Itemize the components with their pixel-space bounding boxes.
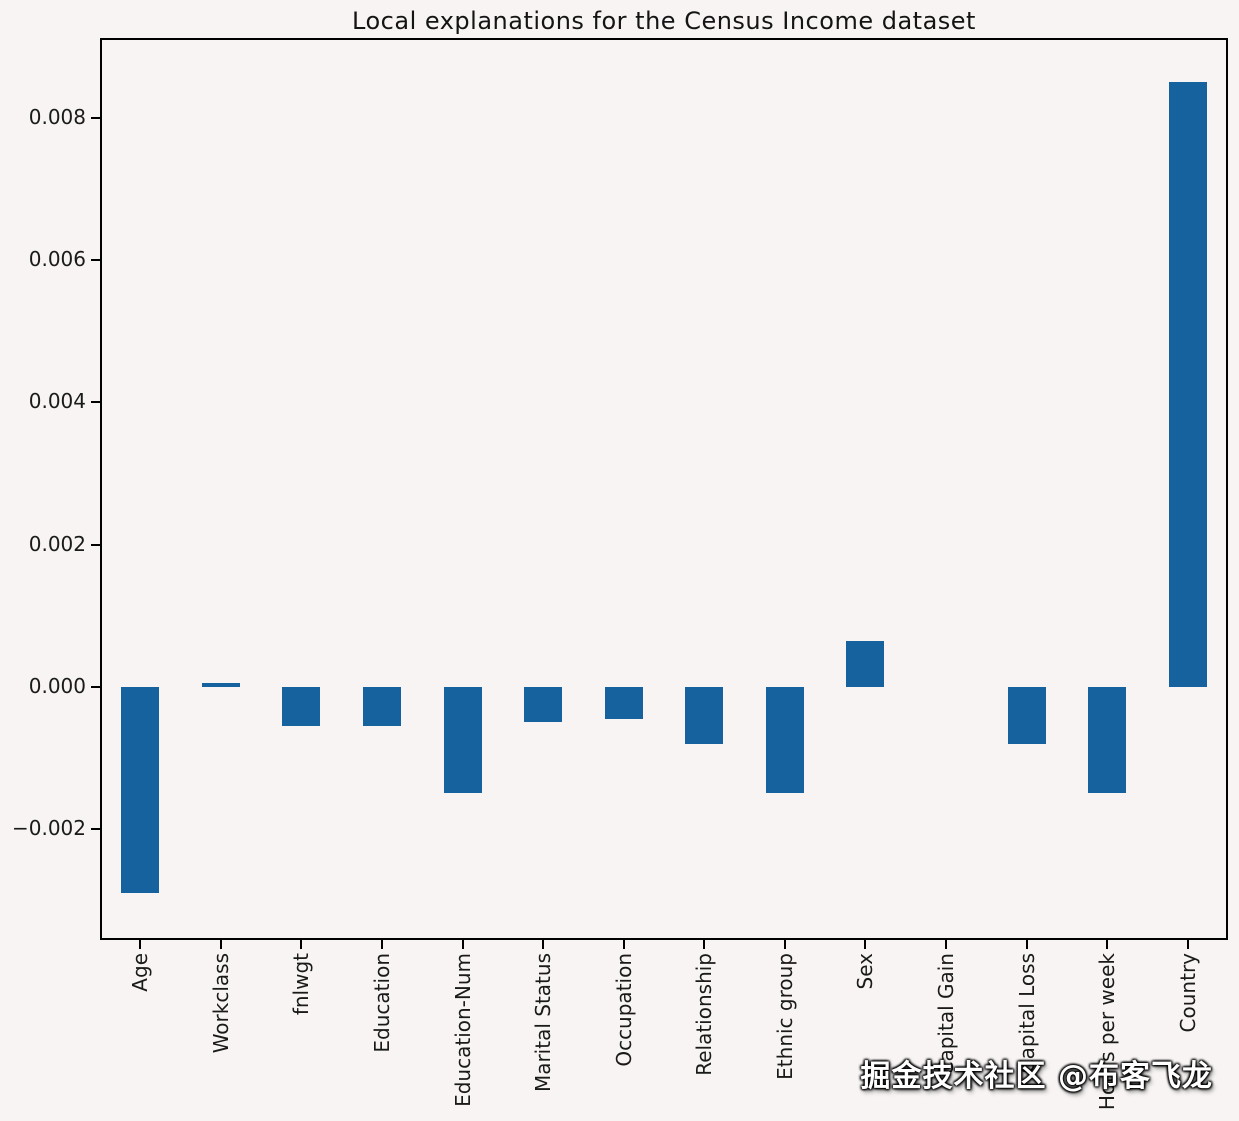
x-tick	[1186, 940, 1189, 949]
bar-fnlwgt	[282, 686, 321, 726]
x-tick-label-occupation: Occupation	[611, 953, 636, 1067]
bar-ethnic-group	[765, 686, 804, 794]
x-tick-label-age: Age	[128, 953, 153, 992]
y-tick-label: 0.004	[28, 389, 86, 414]
bar-occupation	[604, 686, 643, 719]
bar-workclass	[201, 683, 240, 687]
x-tick	[139, 940, 142, 949]
x-tick-label-ethnic-group: Ethnic group	[772, 953, 797, 1080]
bar-relationship	[685, 686, 724, 744]
x-tick	[300, 940, 303, 949]
bar-sex	[846, 640, 885, 687]
watermark: 掘金技术社区 @布客飞龙	[860, 1059, 1213, 1094]
plot-area	[100, 38, 1228, 940]
x-tick-label-fnlwgt: fnlwgt	[289, 953, 314, 1016]
x-tick-label-workclass: Workclass	[208, 953, 233, 1054]
chart-title: Local explanations for the Census Income…	[352, 7, 976, 35]
x-tick	[864, 940, 867, 949]
bar-marital-status	[524, 686, 563, 723]
x-tick	[1106, 940, 1109, 949]
x-tick	[1025, 940, 1028, 949]
bar-education	[363, 686, 401, 726]
x-tick	[219, 940, 222, 949]
bar-capital-loss	[1007, 686, 1046, 744]
x-tick-label-country: Country	[1175, 953, 1200, 1033]
bar-education-num	[443, 686, 482, 794]
x-tick	[703, 940, 706, 949]
bar-age	[121, 686, 160, 894]
y-tick-label: −0.002	[11, 816, 86, 840]
x-tick-label-sex: Sex	[853, 953, 878, 990]
y-tick-label: 0.008	[28, 104, 86, 129]
y-tick	[91, 685, 100, 688]
x-tick	[945, 940, 947, 949]
x-tick	[542, 940, 545, 949]
x-tick	[783, 940, 786, 949]
x-tick-label-marital-status: Marital Status	[531, 953, 556, 1093]
y-tick	[91, 258, 100, 261]
bar-hours-per-week	[1088, 686, 1127, 794]
x-tick-label-education-num: Education-Num	[450, 953, 475, 1107]
x-tick	[381, 940, 383, 949]
y-tick	[91, 401, 100, 404]
y-tick-label: 0.006	[28, 246, 86, 271]
bar-country	[1168, 82, 1207, 687]
y-tick	[91, 828, 100, 830]
x-tick-label-education: Education	[370, 953, 394, 1053]
x-tick	[622, 940, 625, 949]
x-tick-label-relationship: Relationship	[692, 953, 717, 1076]
y-tick	[91, 543, 100, 546]
y-tick	[91, 116, 100, 119]
x-tick	[461, 940, 464, 949]
y-tick-label: 0.002	[28, 531, 86, 556]
y-tick-label: 0.000	[28, 673, 86, 698]
